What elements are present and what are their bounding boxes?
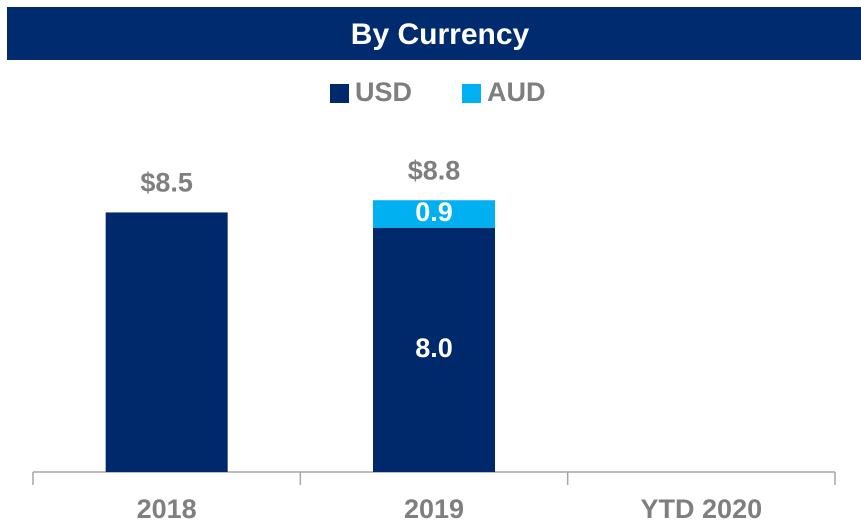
segment-label: 8.0 — [415, 333, 453, 363]
bar-segment — [373, 227, 495, 472]
x-tick-label: YTD 2020 — [641, 494, 763, 524]
total-label: $8.8 — [408, 155, 461, 185]
legend-label: AUD — [487, 77, 546, 107]
bar-segment — [373, 200, 495, 228]
legend-label: USD — [355, 77, 412, 107]
x-tick-label: 2019 — [404, 494, 464, 524]
x-tick-label: 2018 — [137, 494, 197, 524]
chart-title: By Currency — [351, 18, 530, 51]
bar-segment — [105, 212, 228, 473]
segment-label: 0.9 — [415, 197, 453, 227]
total-label: $8.5 — [140, 168, 193, 198]
legend-swatch — [462, 84, 481, 103]
title-banner — [7, 7, 861, 60]
legend-swatch — [330, 84, 349, 103]
